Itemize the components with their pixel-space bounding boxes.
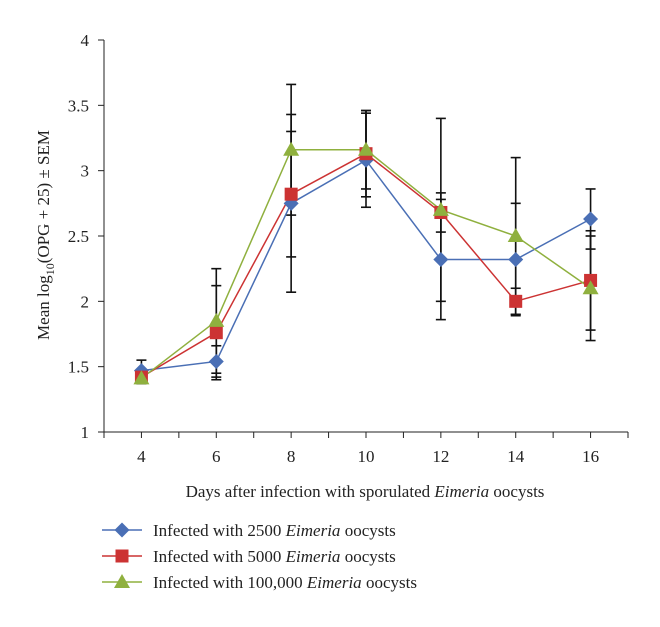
y-tick-label: 3.5 bbox=[68, 96, 89, 115]
data-point bbox=[509, 294, 523, 308]
data-point bbox=[582, 280, 599, 295]
y-tick-label: 1 bbox=[81, 423, 90, 442]
data-point bbox=[284, 187, 298, 201]
x-tick-label: 4 bbox=[137, 447, 146, 466]
x-tick-label: 12 bbox=[432, 447, 449, 466]
y-tick-label: 2 bbox=[81, 292, 90, 311]
x-axis-title: Days after infection with sporulated Eim… bbox=[186, 482, 545, 501]
legend: Infected with 2500 Eimeria oocysts Infect… bbox=[102, 521, 417, 592]
y-tick-label: 1.5 bbox=[68, 358, 89, 377]
x-tick-label: 16 bbox=[582, 447, 599, 466]
series-markers bbox=[133, 141, 599, 385]
legend-marker bbox=[114, 522, 130, 538]
x-tick-label: 6 bbox=[212, 447, 221, 466]
data-point bbox=[508, 252, 524, 268]
legend-label: Infected with 5000 Eimeria oocysts bbox=[153, 547, 396, 566]
data-point bbox=[209, 326, 223, 340]
data-point bbox=[208, 312, 225, 327]
x-tick-label: 10 bbox=[358, 447, 375, 466]
legend-marker bbox=[115, 549, 129, 563]
data-point bbox=[433, 252, 449, 268]
data-point bbox=[283, 141, 300, 156]
data-point bbox=[583, 211, 599, 227]
x-tick-label: 8 bbox=[287, 447, 296, 466]
axes: 1 1.5 2 2.5 3 3.5 4 4 6 8 10 12 14 16 bbox=[68, 31, 629, 466]
legend-label: Infected with 100,000 Eimeria oocysts bbox=[153, 573, 417, 592]
y-axis-title: Mean log10(OPG + 25) ± SEM bbox=[34, 130, 57, 340]
legend-label: Infected with 2500 Eimeria oocysts bbox=[153, 521, 396, 540]
y-tick-label: 2.5 bbox=[68, 227, 89, 246]
data-point bbox=[133, 370, 150, 385]
y-tick-label: 3 bbox=[81, 162, 90, 181]
data-point bbox=[507, 228, 524, 242]
data-point bbox=[432, 201, 449, 216]
legend-marker bbox=[114, 574, 130, 588]
y-tick-label: 4 bbox=[81, 31, 90, 50]
data-point bbox=[208, 353, 224, 369]
data-point bbox=[358, 141, 374, 156]
x-tick-label: 14 bbox=[507, 447, 525, 466]
